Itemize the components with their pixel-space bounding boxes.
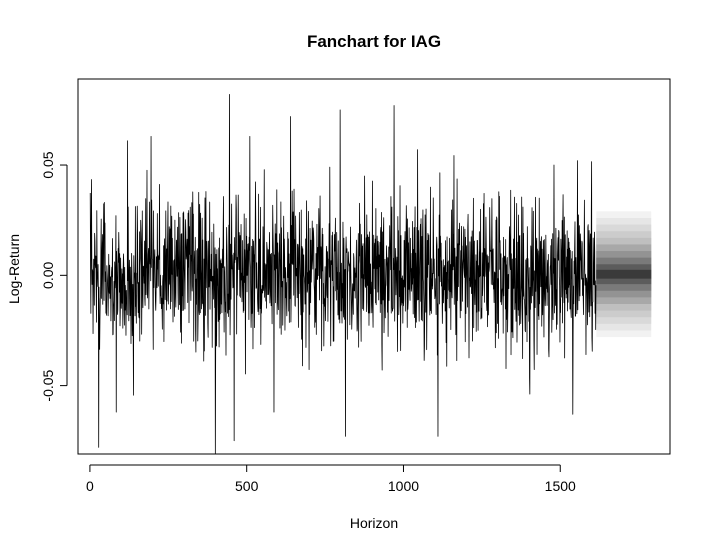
fan-band-10	[596, 269, 652, 279]
y-axis: -0.05 0.00 0.05	[40, 151, 68, 402]
x-axis: 0 500 1000 1500	[86, 464, 576, 494]
forecast-fan	[596, 211, 652, 338]
x-tick-label: 1000	[388, 478, 419, 494]
plot-frame	[77, 78, 671, 455]
log-return-series-line	[89, 94, 597, 455]
x-tick-label: 0	[86, 478, 94, 494]
y-tick-label: 0.05	[40, 151, 56, 178]
y-tick-label: 0.00	[40, 261, 56, 288]
chart-title: Fanchart for IAG	[307, 32, 441, 51]
y-axis-label: Log-Return	[6, 234, 22, 304]
y-tick-label: -0.05	[40, 369, 56, 401]
series-line-group	[89, 94, 597, 455]
x-tick-label: 1500	[545, 478, 576, 494]
x-axis-label: Horizon	[350, 515, 398, 531]
x-tick-label: 500	[235, 478, 259, 494]
